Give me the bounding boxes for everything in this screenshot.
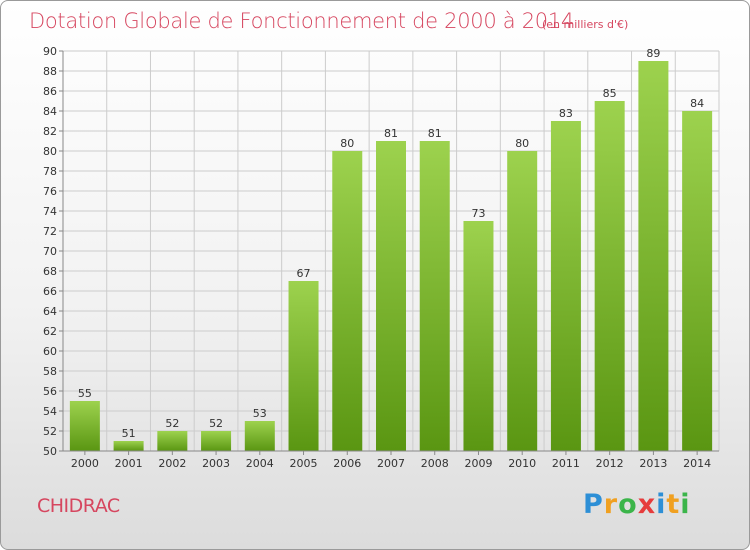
bar: [682, 111, 713, 451]
y-tick-label: 86: [43, 85, 57, 98]
bar: [463, 221, 494, 451]
bar-value-label: 80: [340, 137, 354, 150]
bar-value-label: 80: [515, 137, 529, 150]
y-tick-label: 52: [43, 425, 57, 438]
x-tick-label: 2013: [639, 457, 667, 470]
chart-subtitle: (en milliers d'€): [542, 18, 629, 31]
x-tick-label: 2012: [596, 457, 624, 470]
x-tick-label: 2007: [377, 457, 405, 470]
x-tick-label: 2008: [421, 457, 449, 470]
y-tick-label: 50: [43, 445, 57, 458]
bar: [638, 61, 669, 451]
x-tick-label: 2014: [683, 457, 711, 470]
logo-letter: o: [618, 489, 638, 520]
x-tick-label: 2003: [202, 457, 230, 470]
x-tick-label: 2005: [290, 457, 318, 470]
bar: [157, 431, 188, 451]
bar-value-label: 83: [559, 107, 573, 120]
logo-letter: x: [637, 489, 657, 520]
commune-name: CHIDRAC: [37, 495, 120, 517]
bar-value-label: 89: [646, 47, 660, 60]
y-tick-label: 88: [43, 65, 57, 78]
bar-value-label: 85: [603, 87, 617, 100]
bar: [419, 141, 450, 451]
bar-value-label: 67: [297, 267, 311, 280]
bar: [288, 281, 319, 451]
x-tick-label: 2001: [115, 457, 143, 470]
y-tick-label: 84: [43, 105, 57, 118]
bar: [594, 101, 625, 451]
y-tick-label: 60: [43, 345, 57, 358]
bar-value-label: 81: [428, 127, 442, 140]
bar: [113, 441, 144, 451]
y-tick-label: 74: [43, 205, 57, 218]
bar: [507, 151, 538, 451]
logo-letter: i: [656, 489, 667, 520]
bars: [69, 61, 713, 451]
bar: [376, 141, 406, 451]
x-tick-label: 2006: [333, 457, 361, 470]
bar: [332, 151, 363, 451]
y-tick-label: 70: [43, 245, 57, 258]
bar-value-label: 84: [690, 97, 704, 110]
x-tick-label: 2009: [464, 457, 492, 470]
logo-letter: t: [666, 489, 681, 520]
y-tick-label: 66: [43, 285, 57, 298]
y-tick-label: 72: [43, 225, 57, 238]
bar-value-label: 52: [209, 417, 223, 430]
bar-value-label: 55: [78, 387, 92, 400]
y-tick-label: 90: [43, 45, 57, 58]
y-tick-label: 76: [43, 185, 57, 198]
bar-value-label: 73: [471, 207, 485, 220]
y-tick-label: 58: [43, 365, 57, 378]
bar: [69, 401, 100, 451]
labels: 50 52 54 56 58 60 62 64 66 68 70 72 74 76 78 80 82 84 86 88…: [43, 45, 711, 470]
x-tick-label: 2004: [246, 457, 274, 470]
logo-letter: i: [680, 489, 691, 520]
y-tick-label: 82: [43, 125, 57, 138]
y-tick-label: 68: [43, 265, 57, 278]
bar-value-label: 81: [384, 127, 398, 140]
bar-value-label: 52: [165, 417, 179, 430]
y-tick-label: 64: [43, 305, 57, 318]
logo-letter: r: [603, 489, 619, 520]
axes: [59, 50, 719, 455]
proxiti-logo: Proxiti: [583, 489, 691, 520]
x-tick-label: 2000: [71, 457, 99, 470]
logo-letter: P: [583, 489, 604, 520]
x-tick-label: 2010: [508, 457, 536, 470]
y-tick-label: 56: [43, 385, 57, 398]
bar-value-label: 51: [122, 427, 136, 440]
x-tick-label: 2002: [158, 457, 186, 470]
bar: [244, 421, 275, 451]
y-tick-label: 80: [43, 145, 57, 158]
bar-value-label: 53: [253, 407, 267, 420]
bar: [550, 121, 581, 451]
y-tick-label: 54: [43, 405, 57, 418]
bar: [201, 431, 232, 451]
chart-title: Dotation Globale de Fonctionnement de 20…: [29, 9, 574, 33]
y-tick-label: 62: [43, 325, 57, 338]
x-tick-label: 2011: [552, 457, 580, 470]
y-tick-label: 78: [43, 165, 57, 178]
